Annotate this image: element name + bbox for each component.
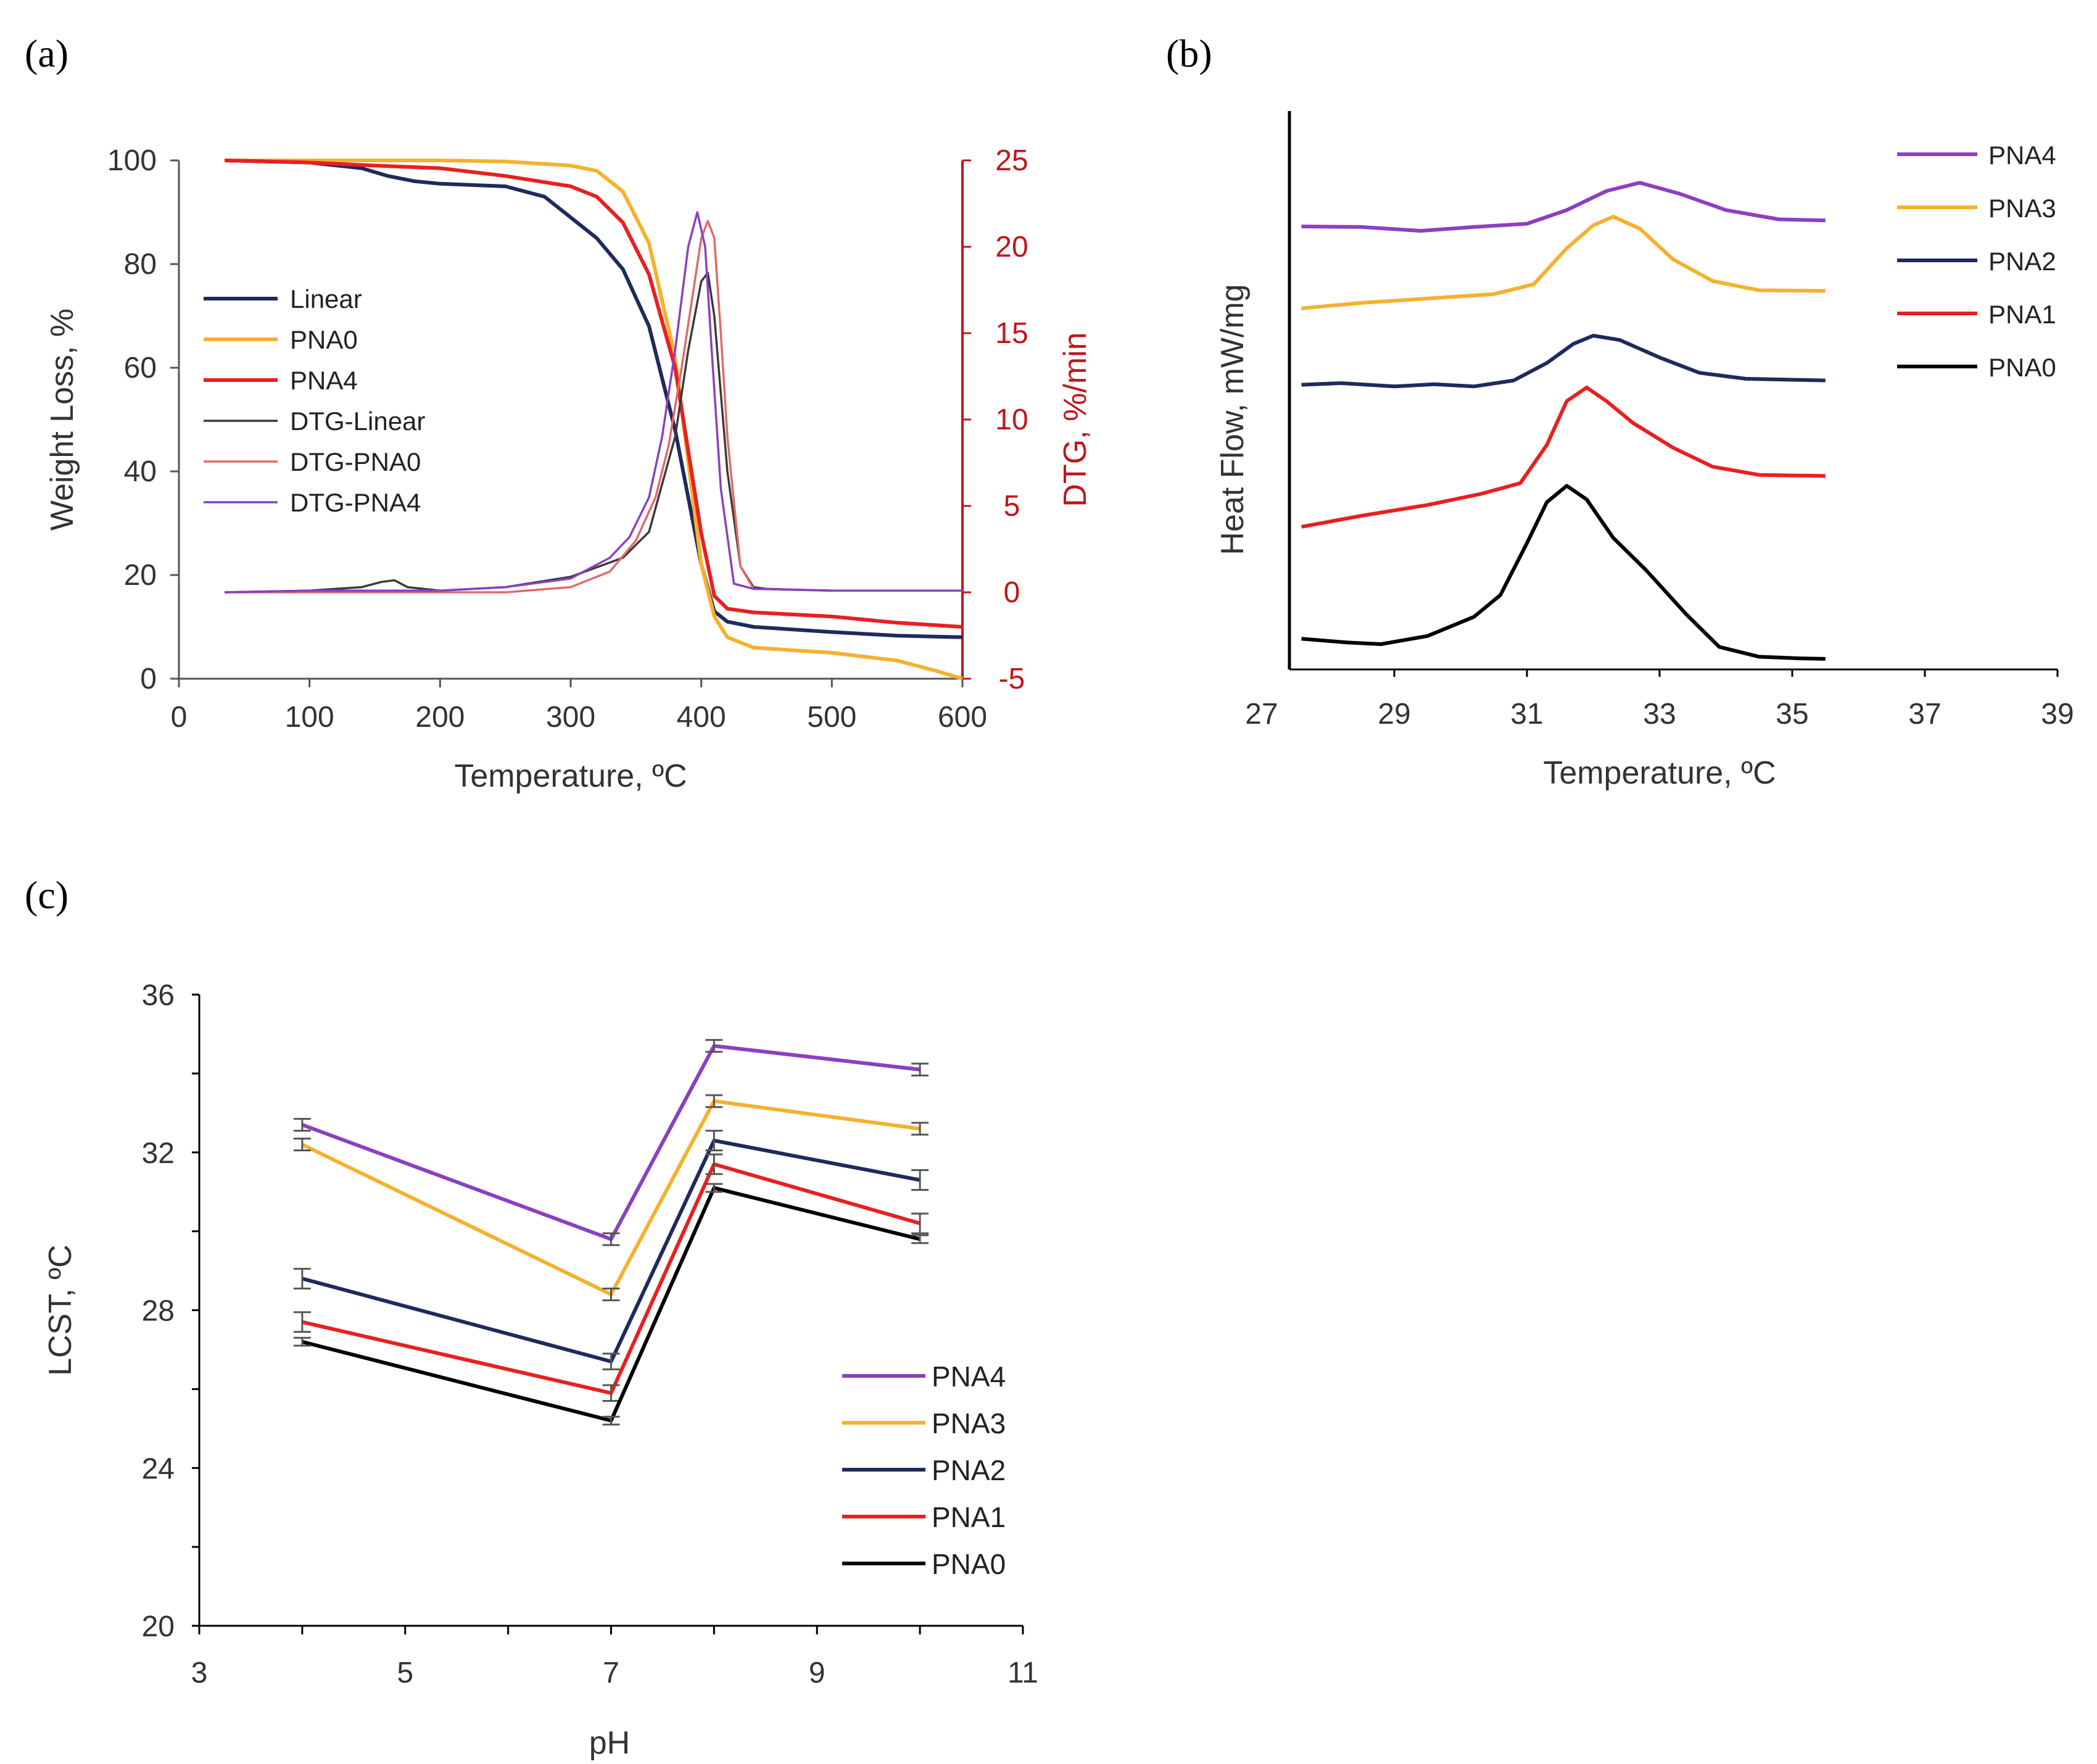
x-tick-label: 100 — [285, 701, 334, 734]
chart-c: 20 24 28 32 36 3 5 7 9 11 pH LCST, ºC PNA4 PNA3 PNA2 PN… — [43, 979, 1038, 1761]
y-tick-label: 24 — [142, 1452, 175, 1485]
x-tick-label: 9 — [809, 1657, 825, 1689]
y-axis-title: Heat Flow, mW/mg — [1215, 284, 1251, 555]
series-line-pna1 — [302, 1162, 920, 1395]
x-tick-label: 3 — [191, 1657, 208, 1689]
legend-label: PNA3 — [1988, 194, 2056, 223]
legend-label: PNA4 — [932, 1360, 1006, 1393]
y-tick-label: 0 — [140, 663, 157, 695]
legend-label: PNA2 — [932, 1454, 1006, 1486]
y-tick-label: 80 — [124, 248, 157, 281]
series-line-pna2 — [302, 1138, 920, 1364]
x-tick-label: 600 — [938, 701, 987, 734]
chart-a: 0 100 200 300 400 500 600 0 20 40 60 80 100 -5 0 5 10 15 2… — [44, 144, 1093, 794]
x-axis-title: Temperature, ºC — [1543, 755, 1776, 791]
x-tick-label: 400 — [677, 701, 726, 734]
y-tick-label: 20 — [124, 559, 157, 592]
legend-label: PNA4 — [1988, 141, 2056, 170]
y-tick-label: 100 — [107, 144, 157, 177]
y-tick-label: 36 — [142, 979, 175, 1012]
x-axis-title: Temperature, ºC — [454, 758, 687, 794]
x-tick-label: 27 — [1245, 698, 1278, 731]
x-tick-label: 39 — [2041, 698, 2074, 731]
x-tick-label: 200 — [415, 701, 465, 734]
series-line-linear — [225, 159, 963, 639]
x-tick-label: 0 — [171, 701, 188, 734]
y2-tick-label: -5 — [999, 663, 1025, 695]
y-tick-label: 60 — [124, 352, 157, 384]
x-tick-label: 7 — [603, 1657, 619, 1689]
panel-a-label: (a) — [25, 31, 68, 75]
legend-label: PNA0 — [290, 325, 358, 354]
x-tick-label: 37 — [1908, 698, 1941, 731]
legend-label: PNA3 — [932, 1407, 1006, 1439]
series-line-pna1 — [1301, 386, 1826, 529]
series-line-pna4 — [301, 1044, 920, 1241]
legend-label: DTG-Linear — [290, 407, 425, 436]
legend-label: DTG-PNA0 — [290, 447, 421, 476]
legend-label: DTG-PNA4 — [290, 488, 421, 517]
y-tick-label: 32 — [142, 1137, 175, 1170]
legend-label: PNA4 — [290, 366, 358, 395]
x-tick-label: 31 — [1510, 698, 1543, 731]
series-line-pna2 — [1301, 334, 1826, 389]
y-axis-title: LCST, ºC — [43, 1244, 78, 1376]
y-tick-label: 40 — [124, 455, 157, 488]
chart-b: 27 29 31 33 35 37 39 Temperature, ºC Heat Flow, … — [1215, 111, 2074, 791]
x-tick-label: 11 — [1007, 1657, 1038, 1689]
series-line-pna3 — [1301, 215, 1826, 310]
legend-label: PNA0 — [932, 1548, 1006, 1580]
y2-tick-label: 15 — [995, 317, 1028, 350]
x-tick-label: 33 — [1643, 698, 1676, 731]
series-line-pna0 — [1301, 484, 1826, 661]
x-tick-label: 500 — [807, 701, 856, 734]
x-tick-label: 29 — [1378, 698, 1410, 731]
x-tick-label: 300 — [546, 701, 595, 734]
series-line-dtg-pna0 — [225, 220, 962, 594]
series-line-pna4 — [1301, 181, 1826, 233]
y-axis-title: Weight Loss, % — [44, 308, 80, 531]
legend-label: PNA2 — [1988, 247, 2056, 276]
x-tick-label: 35 — [1776, 698, 1808, 731]
y2-tick-label: 20 — [995, 231, 1028, 263]
legend-label: PNA1 — [932, 1501, 1006, 1533]
panel-c-label: (c) — [25, 873, 68, 917]
series-line-pna4 — [225, 159, 963, 629]
y2-axis-title: DTG, %/min — [1057, 332, 1093, 507]
legend-label: Linear — [290, 284, 362, 313]
legend-label: PNA1 — [1988, 300, 2056, 329]
panel-b-label: (b) — [1166, 31, 1212, 75]
y-tick-label: 28 — [142, 1295, 175, 1328]
y2-tick-label: 10 — [995, 404, 1028, 436]
y2-tick-label: 5 — [1004, 490, 1020, 523]
y-tick-label: 20 — [142, 1610, 175, 1643]
y2-tick-label: 25 — [995, 144, 1028, 177]
series-line-pna0 — [302, 1186, 920, 1423]
series-line-dtg-pna4 — [225, 211, 962, 594]
series-line-pna3 — [301, 1099, 920, 1296]
legend-label: PNA0 — [1988, 353, 2056, 382]
x-axis-title: pH — [589, 1725, 630, 1761]
x-tick-label: 5 — [397, 1657, 413, 1689]
y2-tick-label: 0 — [1004, 576, 1020, 609]
